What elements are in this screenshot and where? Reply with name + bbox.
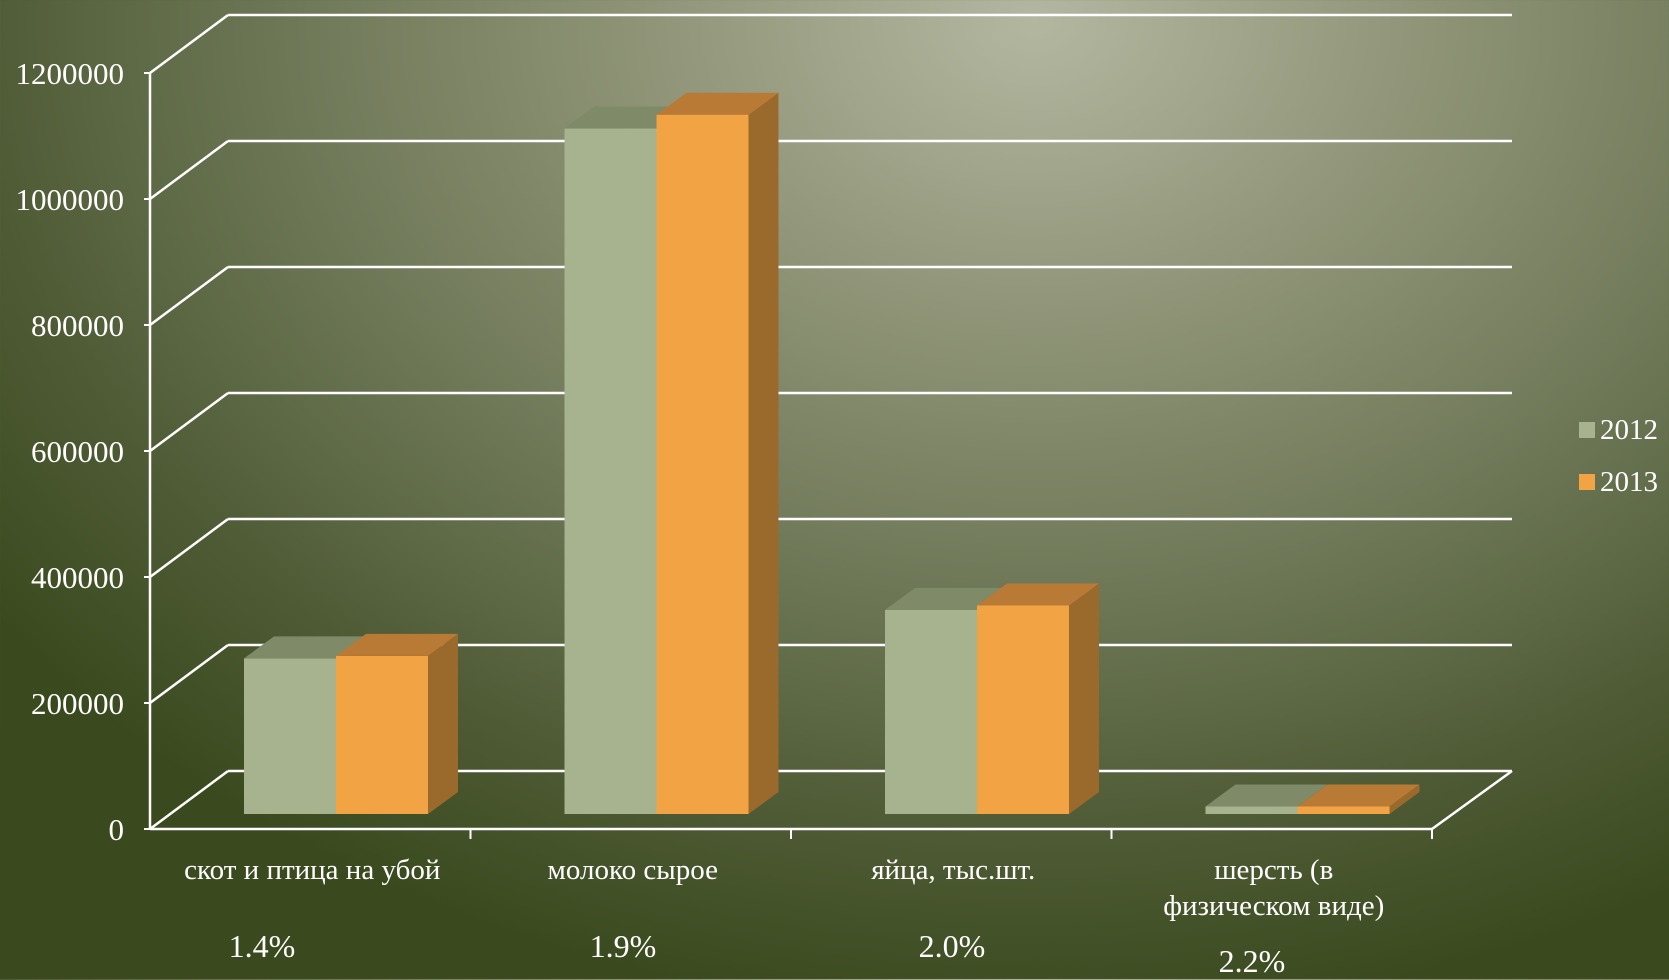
growth-percent-label: 1.4% — [228, 928, 296, 964]
bar-side — [1069, 583, 1099, 814]
bar — [1297, 806, 1390, 814]
gridline-side — [149, 517, 229, 579]
bar-side — [748, 92, 779, 814]
bar-side — [1389, 784, 1420, 814]
bar — [977, 605, 1069, 814]
bar-top — [656, 92, 779, 115]
x-category-label: молоко сырое — [548, 854, 718, 886]
bar-top — [977, 583, 1099, 606]
y-tick-label: 400000 — [31, 560, 124, 595]
x-category-label: яйца, тыс.шт. — [871, 854, 1035, 886]
bar — [244, 658, 336, 814]
y-tick-label: 1000000 — [16, 182, 125, 217]
growth-percent-label: 2.0% — [918, 928, 986, 964]
bar — [656, 114, 749, 814]
growth-percent-label: 2.2% — [1218, 943, 1286, 979]
legend-label: 2013 — [1600, 466, 1658, 498]
bar-top — [885, 587, 1007, 610]
y-tick-label: 200000 — [31, 686, 124, 721]
gridline-side — [149, 139, 229, 201]
bar — [336, 655, 428, 814]
legend-swatch — [1579, 474, 1595, 490]
floor-right-edge — [1431, 769, 1513, 831]
bar-top — [244, 636, 366, 659]
x-category-label: физическом виде) — [1163, 890, 1384, 922]
x-category-label: шерсть (в — [1214, 854, 1333, 886]
bar — [564, 128, 657, 814]
bar-top — [564, 106, 687, 129]
legend-swatch — [1579, 422, 1595, 438]
gridline-side — [149, 13, 229, 75]
bar-top — [336, 633, 458, 656]
gridline-side — [149, 265, 229, 327]
bar-top — [1205, 784, 1328, 807]
growth-percent-label: 1.9% — [589, 928, 657, 964]
y-tick-label: 1200000 — [16, 56, 125, 91]
legend-label: 2012 — [1600, 414, 1658, 446]
gridline-side — [149, 391, 229, 453]
y-tick-label: 600000 — [31, 434, 124, 469]
y-tick-label: 800000 — [31, 308, 124, 343]
gridline-side — [149, 643, 229, 705]
bar-side — [428, 633, 458, 814]
x-category-label: скот и птица на убой — [184, 854, 440, 886]
bar-top — [1297, 784, 1420, 807]
bar — [1205, 806, 1298, 814]
bar — [885, 609, 977, 814]
y-tick-label: 0 — [109, 812, 125, 847]
gridline-side — [149, 769, 229, 831]
